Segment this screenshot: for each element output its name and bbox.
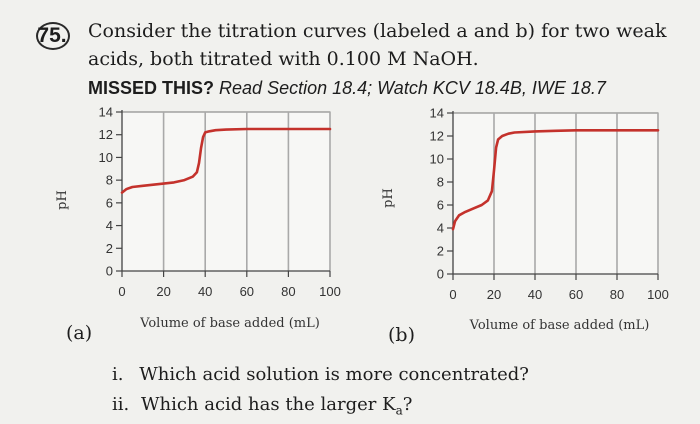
y-tick-label-b-10: 10 xyxy=(430,152,444,167)
plot-area-b xyxy=(452,112,659,275)
panel-label-b: (b) xyxy=(388,324,415,346)
sub-question-1-text: Which acid solution is more concentrated… xyxy=(139,364,529,385)
sub-question-1-num: i. xyxy=(112,364,124,385)
question-line-1: Consider the titration curves (labeled a… xyxy=(88,20,667,42)
titration-curve-b-0 xyxy=(451,129,660,231)
y-tick-label-a-12: 12 xyxy=(99,127,113,142)
x-tick-label-b-80: 80 xyxy=(610,287,624,302)
x-tick-label-a-100: 100 xyxy=(319,284,341,299)
x-tick-label-a-20: 20 xyxy=(156,284,170,299)
y-axis-title-b: pH xyxy=(381,188,396,208)
question-number: 75. xyxy=(36,22,70,50)
titration-curve-a-0 xyxy=(120,127,332,194)
x-tick-label-b-0: 0 xyxy=(449,287,456,302)
y-tick-label-a-2: 2 xyxy=(106,241,113,256)
y-tick-label-b-8: 8 xyxy=(437,175,444,190)
y-tick-label-a-6: 6 xyxy=(106,195,113,210)
y-tick-label-b-4: 4 xyxy=(437,221,444,236)
missed-text: Read Section 18.4; Watch KCV 18.4B, IWE … xyxy=(219,78,606,98)
sub-question-2-text: Which acid has the larger K xyxy=(140,394,396,415)
y-tick-label-b-6: 6 xyxy=(437,198,444,213)
y-tick-label-b-12: 12 xyxy=(430,129,444,144)
sub-question-1: i. Which acid solution is more concentra… xyxy=(112,364,529,385)
y-axis-title-a: pH xyxy=(55,190,70,210)
sub-question-2-subscript: a xyxy=(395,403,403,418)
y-tick-label-a-4: 4 xyxy=(106,218,113,233)
sub-question-2-suffix: ? xyxy=(402,394,413,415)
x-tick-label-a-80: 80 xyxy=(281,284,295,299)
x-tick-label-b-40: 40 xyxy=(528,287,542,302)
missed-label: MISSED THIS? xyxy=(88,78,215,98)
x-tick-label-b-60: 60 xyxy=(569,287,583,302)
y-tick-label-a-0: 0 xyxy=(106,264,113,279)
x-axis-title-a: Volume of base added (mL) xyxy=(139,316,320,331)
x-tick-label-a-40: 40 xyxy=(198,284,212,299)
y-tick-label-a-8: 8 xyxy=(106,173,113,188)
x-tick-label-a-60: 60 xyxy=(240,284,254,299)
x-axis-title-b: Volume of base added (mL) xyxy=(469,318,650,333)
sub-question-2-num: ii. xyxy=(112,394,130,415)
sub-question-2: ii. Which acid has the larger Ka? xyxy=(112,394,412,418)
x-tick-label-b-20: 20 xyxy=(487,287,501,302)
x-tick-label-b-100: 100 xyxy=(647,287,669,302)
y-tick-label-b-14: 14 xyxy=(430,106,444,121)
panel-label-a: (a) xyxy=(66,322,93,344)
y-tick-label-a-10: 10 xyxy=(99,150,113,165)
question-line-2: acids, both titrated with 0.100 M NaOH. xyxy=(88,48,479,70)
y-tick-label-b-0: 0 xyxy=(437,267,444,282)
missed-this-line: MISSED THIS? Read Section 18.4; Watch KC… xyxy=(88,78,606,99)
y-tick-label-b-2: 2 xyxy=(437,244,444,259)
x-tick-label-a-0: 0 xyxy=(118,284,125,299)
y-tick-label-a-14: 14 xyxy=(99,105,113,120)
